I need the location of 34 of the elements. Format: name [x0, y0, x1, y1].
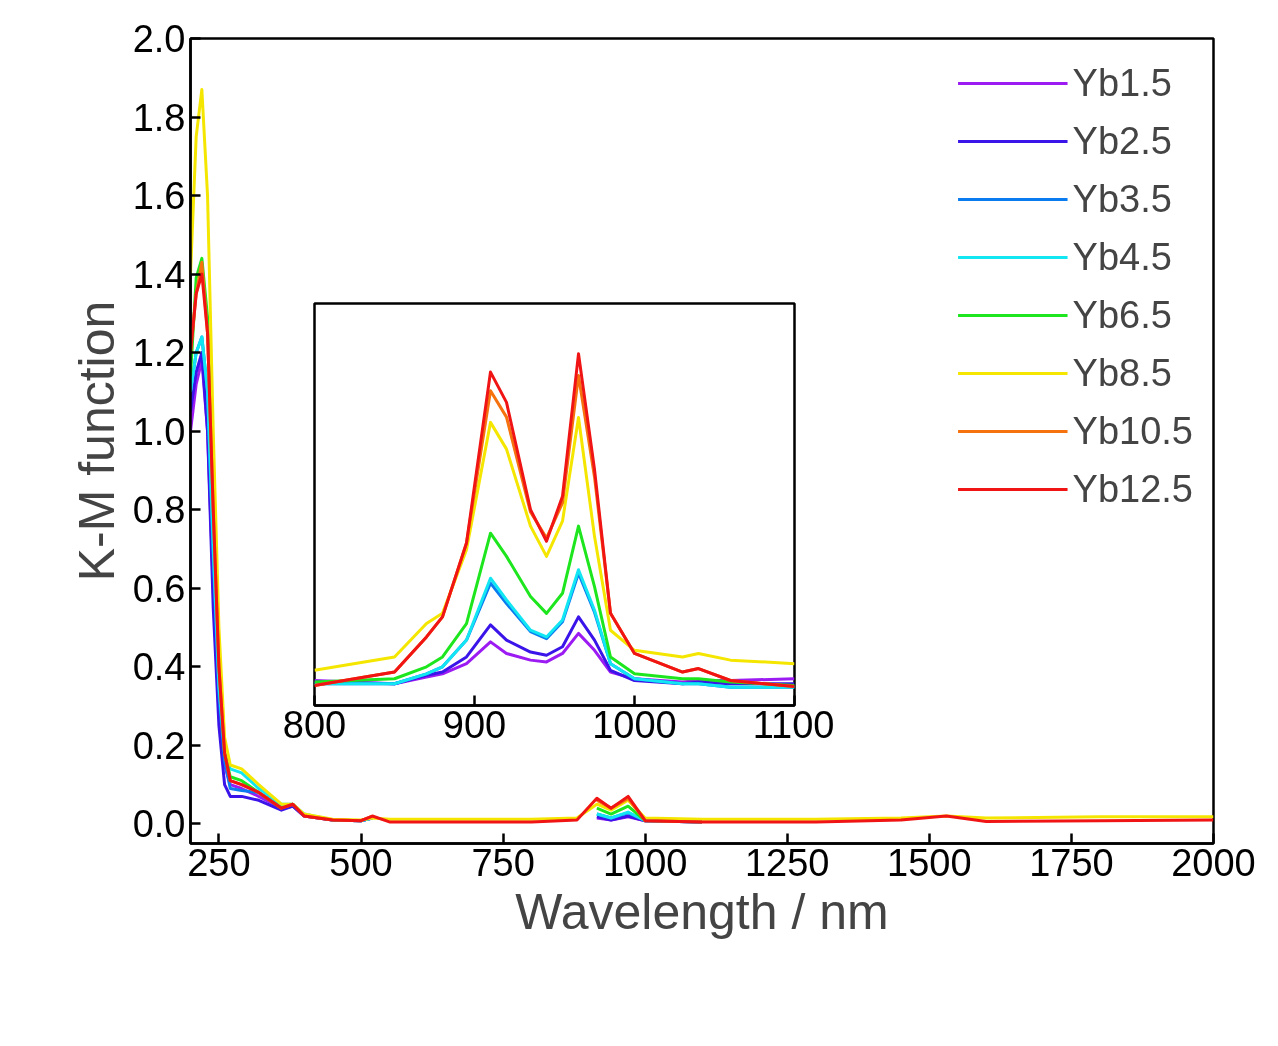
y-tick-label: 0.6 — [132, 567, 186, 610]
legend-label: Yb2.5 — [1072, 118, 1172, 164]
y-tick-label: 1.8 — [132, 96, 186, 139]
x-tick-label: 500 — [329, 841, 393, 884]
x-tick-label: 2000 — [1171, 841, 1256, 884]
x-tick-label: 1500 — [887, 841, 972, 884]
y-tick-label: 2.0 — [132, 18, 186, 60]
x-tick-label: 250 — [187, 841, 251, 884]
line-series — [190, 272, 1214, 824]
y-tick-label: 0.0 — [132, 803, 186, 846]
y-tick-label: 1.6 — [132, 175, 186, 218]
y-tick-label: 1.2 — [132, 332, 186, 375]
x-tick-label: 1000 — [602, 841, 688, 884]
legend-label: Yb3.5 — [1072, 176, 1172, 222]
legend-label: Yb1.5 — [1072, 60, 1172, 106]
y-axis-title: K-M function — [68, 300, 125, 582]
y-tick-label: 0.4 — [132, 646, 186, 689]
legend-label: Yb12.5 — [1072, 466, 1193, 512]
x-tick-label: 1250 — [744, 841, 830, 884]
x-tick-label: 1750 — [1029, 841, 1114, 884]
legend-label: Yb6.5 — [1072, 292, 1172, 338]
y-tick-label: 0.2 — [132, 724, 186, 767]
legend-label: Yb4.5 — [1072, 234, 1172, 280]
y-tick-label: 1.0 — [132, 410, 186, 453]
x-tick-label: 800 — [282, 703, 347, 746]
x-axis-title: Wavelength / nm — [515, 883, 889, 940]
x-tick-label: 900 — [442, 703, 507, 746]
x-tick-label: 1000 — [592, 703, 677, 746]
y-tick-label: 1.4 — [132, 253, 186, 296]
x-tick-label: 1100 — [752, 703, 835, 746]
y-tick-label: 0.8 — [132, 489, 186, 532]
x-tick-label: 750 — [471, 841, 535, 884]
legend-label: Yb8.5 — [1072, 350, 1172, 396]
legend-label: Yb10.5 — [1072, 408, 1193, 454]
